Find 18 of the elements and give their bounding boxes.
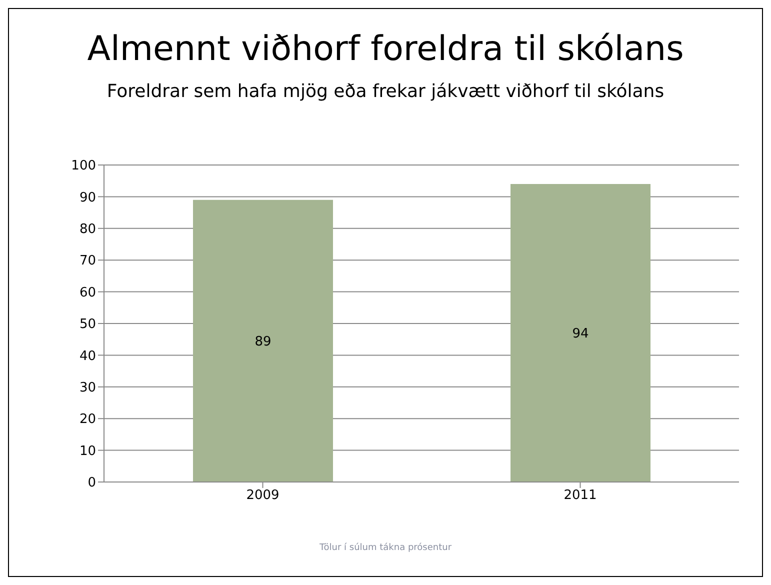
text: Tölur í súlum tákna prósentur	[318, 543, 453, 553]
chart-title: Almennt viðhorf foreldra til skólans	[86, 29, 685, 69]
y-tick-label: 20	[79, 412, 96, 428]
y-tick-label: 40	[79, 348, 96, 364]
data-label: 94	[572, 326, 589, 342]
y-tick-label: 30	[79, 380, 96, 396]
data-label: 89	[254, 334, 272, 350]
y-tick-label: 90	[79, 190, 96, 206]
y-tick-label: 0	[88, 476, 96, 491]
x-tick-label: 2011	[564, 488, 597, 504]
x-tick-label: 2009	[246, 488, 280, 504]
y-tick-label: 80	[79, 222, 96, 238]
y-tick-label: 50	[79, 317, 96, 332]
chart-subtitle: Foreldrar sem hafa mjög eða frekar jákvætt viðhorf til skólans	[106, 81, 666, 102]
y-tick-label: 100	[71, 158, 96, 174]
y-tick-label: 70	[79, 254, 96, 269]
y-tick-label: 60	[79, 285, 96, 300]
y-tick-label: 10	[79, 444, 96, 459]
